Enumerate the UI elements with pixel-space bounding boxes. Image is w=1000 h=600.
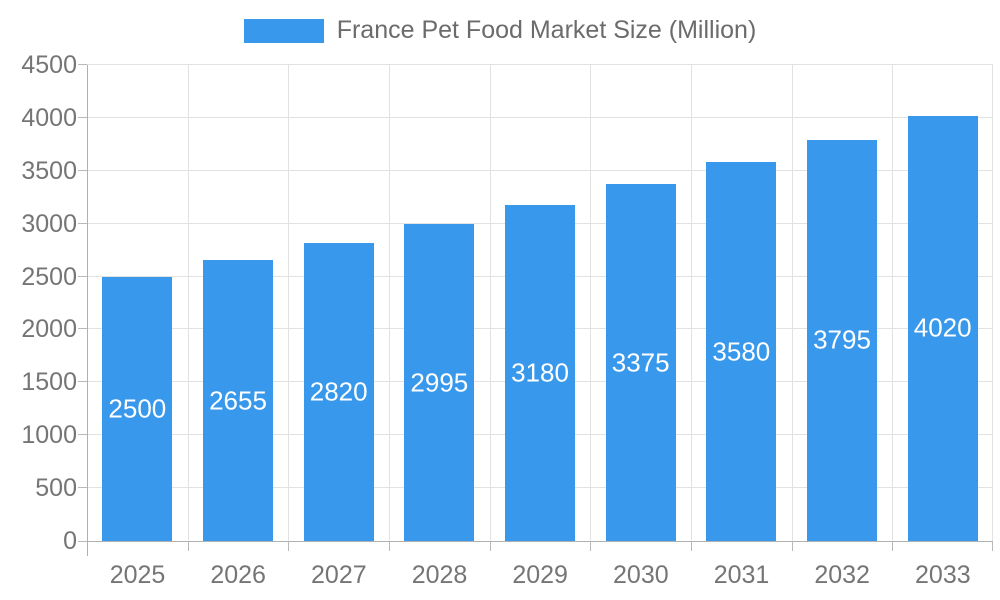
bar-value-label: 2995 [410,367,469,398]
x-axis-tick [188,541,189,551]
x-axis-tick-label: 2026 [210,561,266,589]
gridline-vertical [590,65,591,541]
legend-swatch [243,18,324,43]
y-axis-tick-label: 1500 [21,368,77,397]
bar-value-label: 3180 [511,357,569,388]
y-axis-tick [78,381,87,383]
gridline-horizontal [87,116,993,118]
x-axis-tick [691,541,692,551]
gridline-vertical [691,65,692,541]
x-axis-tick-label: 2032 [814,561,870,589]
bar-value-label: 3580 [712,336,771,367]
y-axis-tick [78,64,87,65]
legend[interactable]: France Pet Food Market Size (Million) [0,16,1000,45]
x-axis-tick-label: 2028 [411,561,468,589]
bar-value-label: 2655 [209,385,267,416]
y-axis-tick-label: 2000 [21,315,77,344]
legend-label: France Pet Food Market Size (Million) [336,16,757,44]
plot-area: 2500 2655 2820 2995 3180 3375 3580 3795 4020 [87,64,993,542]
gridline-vertical [188,65,189,541]
bar-2033[interactable]: 4020 [907,115,978,541]
y-axis-tick [78,541,87,542]
x-axis-tick [288,541,289,551]
bar-2032[interactable]: 3795 [807,139,877,541]
y-axis-tick-label: 4000 [21,103,77,132]
bar-value-label: 3375 [611,347,670,377]
y-axis-tick [78,487,87,489]
x-axis-tick-label: 2033 [915,561,971,589]
y-axis-tick-label: 500 [35,474,77,503]
bar-value-label: 4020 [913,312,972,343]
bar-2030[interactable]: 3375 [605,184,676,541]
bar-value-label: 2820 [309,376,368,407]
bar-2031[interactable]: 3580 [706,162,777,541]
x-axis-tick-label: 2031 [713,561,770,589]
gridline-vertical [992,65,993,541]
bar-2029[interactable]: 3180 [505,204,575,541]
y-axis-tick-label: 2500 [21,262,77,291]
y-axis-tick-label: 4500 [21,51,77,79]
x-axis-tick-label: 2027 [311,561,367,589]
gridline-vertical [892,65,893,541]
x-axis-tick [590,541,591,551]
gridline-horizontal [87,169,993,171]
y-axis-line [87,65,88,541]
x-axis-tick [792,541,793,551]
bar-value-label: 2500 [108,393,167,424]
y-axis-tick [78,434,87,436]
y-axis-tick [78,169,87,171]
x-axis-tick-label: 2025 [109,561,166,589]
y-axis-tick-label: 1000 [21,421,77,450]
y-axis-tick [78,275,87,277]
bar-2028[interactable]: 2995 [404,224,475,541]
gridline-vertical [490,65,491,541]
y-axis-tick-label: 3000 [21,209,77,238]
y-axis-tick-label: 0 [63,527,77,555]
gridline-vertical [288,65,289,541]
x-axis-baseline [87,541,993,542]
gridline-vertical [792,65,793,541]
y-axis-tick [78,328,87,330]
y-axis-tick [78,222,87,224]
y-axis-tick-label: 3500 [21,156,77,185]
x-axis-tick [490,541,491,551]
bar-value-label: 3795 [813,324,871,355]
y-axis-tick [78,116,87,118]
x-axis-tick [992,541,993,551]
x-axis-tick [389,541,390,551]
x-axis-tick [87,541,88,556]
x-axis-tick-label: 2030 [613,561,669,589]
gridline-vertical [389,65,390,541]
bar-2025[interactable]: 2500 [102,276,173,541]
gridline-horizontal [87,64,993,65]
x-axis-tick-label: 2029 [512,561,568,589]
x-axis-tick [892,541,893,551]
bar-2027[interactable]: 2820 [303,242,374,541]
bar-2026[interactable]: 2655 [203,260,273,541]
